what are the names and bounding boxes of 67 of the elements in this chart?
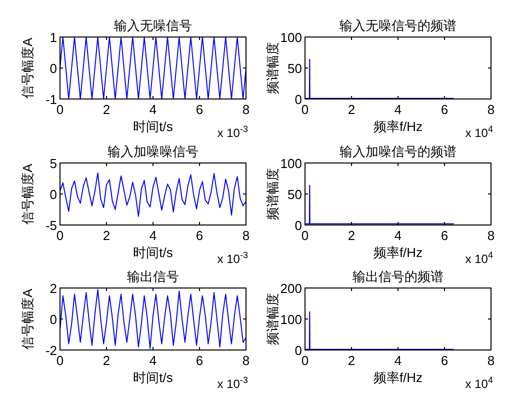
x-tick-label: 4 bbox=[394, 228, 402, 243]
x-tick-label: 6 bbox=[196, 102, 204, 117]
y-tick-label: -2 bbox=[45, 343, 57, 358]
chart-title: 输入无噪信号 bbox=[114, 18, 192, 33]
y-tick-label: 100 bbox=[280, 30, 302, 45]
x-tick-label: 8 bbox=[242, 228, 250, 243]
y-axis-title: 频谱幅度 bbox=[265, 293, 280, 345]
y-axis-title: 频谱幅度 bbox=[265, 168, 280, 220]
y-tick-label: 50 bbox=[288, 187, 302, 202]
y-tick-label: 50 bbox=[288, 61, 302, 76]
text: x 10$^{4}$ bbox=[465, 250, 493, 266]
y-tick-label: 5 bbox=[50, 156, 57, 171]
y-tick-label: -5 bbox=[45, 218, 57, 233]
x-tick-label: 6 bbox=[440, 102, 448, 117]
text: x 10$^{-3}$ bbox=[217, 375, 248, 391]
y-tick-label: 2 bbox=[50, 281, 57, 296]
x-tick-label: 4 bbox=[149, 228, 157, 243]
y-tick-label: 0 bbox=[50, 187, 57, 202]
y-axis-title: 信号幅度A bbox=[20, 288, 35, 350]
chart-title: 输出信号 bbox=[127, 269, 179, 284]
text: x 10$^{-3}$ bbox=[217, 124, 248, 140]
x-tick-label: 2 bbox=[348, 353, 356, 368]
x-tick-label: 8 bbox=[487, 353, 495, 368]
x-tick-label: 6 bbox=[196, 228, 204, 243]
x-axis-title: 频率f/Hz bbox=[373, 245, 423, 260]
chart-title: 输入加噪噪信号 bbox=[108, 144, 198, 159]
y-tick-label: 0 bbox=[50, 61, 57, 76]
x-tick-label: 4 bbox=[394, 353, 402, 368]
chart-title: 输出信号的频谱 bbox=[352, 269, 444, 284]
x-tick-label: 6 bbox=[440, 353, 448, 368]
x-tick-label: 8 bbox=[487, 228, 495, 243]
text: x 10$^{4}$ bbox=[465, 124, 493, 140]
y-axis-title: 频谱幅度 bbox=[265, 42, 280, 94]
x-axis-title: 频率f/Hz bbox=[373, 119, 423, 134]
y-tick-label: 100 bbox=[280, 156, 302, 171]
text: x 10$^{-3}$ bbox=[217, 250, 248, 266]
x-tick-label: 4 bbox=[394, 102, 402, 117]
text: x 10$^{4}$ bbox=[465, 375, 493, 391]
x-axis-title: 频率f/Hz bbox=[373, 370, 423, 385]
y-axis-title: 信号幅度A bbox=[20, 37, 35, 98]
y-axis-title: 信号幅度A bbox=[20, 163, 35, 224]
x-tick-label: 2 bbox=[102, 228, 110, 243]
y-tick-label: -1 bbox=[45, 92, 57, 107]
chart-title: 输入加噪信号的频谱 bbox=[340, 144, 456, 159]
line-series bbox=[60, 172, 246, 217]
x-axis-title: 时间t/s bbox=[133, 245, 174, 260]
x-tick-label: 6 bbox=[440, 228, 448, 243]
x-axis-title: 时间t/s bbox=[133, 119, 174, 134]
y-tick-label: 1 bbox=[50, 30, 57, 45]
x-tick-label: 2 bbox=[348, 228, 356, 243]
y-tick-label: 0 bbox=[294, 92, 302, 107]
x-tick-label: 2 bbox=[102, 102, 110, 117]
y-tick-label: 0 bbox=[50, 312, 57, 327]
x-tick-label: 8 bbox=[487, 102, 495, 117]
x-tick-label: 2 bbox=[102, 353, 110, 368]
y-tick-label: 0 bbox=[294, 218, 302, 233]
chart-title: 输入无噪信号的频谱 bbox=[340, 18, 456, 33]
x-tick-label: 8 bbox=[242, 353, 250, 368]
x-tick-label: 8 bbox=[242, 102, 250, 117]
y-tick-label: 0 bbox=[294, 343, 302, 358]
x-tick-label: 4 bbox=[149, 353, 157, 368]
y-tick-label: 200 bbox=[280, 281, 302, 296]
y-tick-label: 100 bbox=[280, 312, 302, 327]
x-tick-label: 2 bbox=[348, 102, 356, 117]
x-tick-label: 4 bbox=[149, 102, 157, 117]
x-axis-title: 时间t/s bbox=[133, 370, 174, 385]
x-tick-label: 6 bbox=[196, 353, 204, 368]
